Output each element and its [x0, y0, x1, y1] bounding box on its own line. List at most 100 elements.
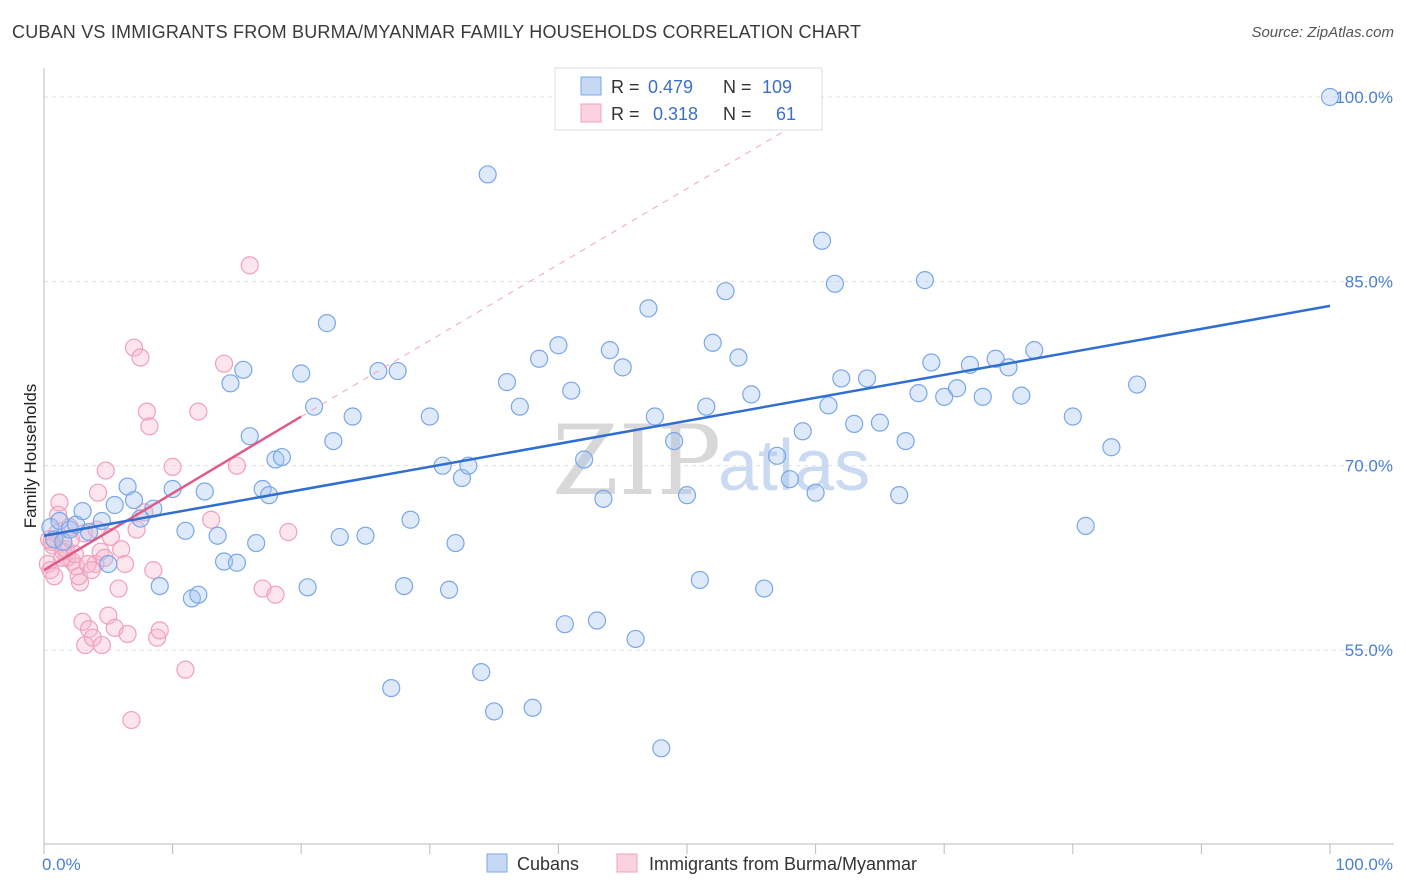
burma-point: [144, 561, 163, 580]
burma-point: [148, 628, 167, 647]
cubans-point: [105, 495, 124, 515]
cubans-point: [439, 580, 459, 599]
cubans-point: [947, 379, 967, 398]
cubans-point: [600, 341, 619, 360]
burma-point: [202, 510, 221, 529]
cubans-point: [716, 282, 735, 301]
watermark-atlas: atlas: [718, 426, 870, 506]
burma-point: [73, 612, 92, 631]
cubans-point: [247, 533, 266, 553]
legend-swatch-cubans: [580, 76, 602, 96]
cubans-point: [639, 299, 658, 318]
cubans-point: [189, 585, 208, 604]
cubans-point: [1320, 87, 1340, 107]
axes: [43, 68, 1394, 854]
cubans-point: [594, 489, 613, 508]
cubans-point: [549, 336, 568, 355]
cubans-point: [755, 579, 774, 598]
burma-point: [137, 402, 156, 421]
burma-point: [240, 256, 259, 275]
cubans-point: [510, 397, 529, 416]
burma-point: [112, 540, 131, 559]
cubans-point: [99, 554, 118, 574]
cubans-point: [530, 349, 549, 368]
cubans-point: [613, 358, 632, 377]
cubans-point: [555, 615, 574, 634]
cubans-point: [298, 578, 317, 597]
burma-point: [124, 338, 144, 357]
cubans-point: [793, 422, 812, 441]
burma-point: [82, 561, 101, 580]
bottom-legend-swatch-burma: [616, 853, 638, 873]
bottom-legend-swatch-cubans: [486, 853, 508, 873]
burma-point: [118, 624, 137, 644]
cubans-point: [896, 431, 915, 451]
cubans-point: [485, 702, 504, 721]
burma-point: [115, 554, 135, 574]
cubans-point: [890, 486, 909, 505]
cubans-point: [780, 470, 799, 489]
y-tick-labels: 55.0% 70.0% 85.0% 100.0%: [1335, 88, 1393, 660]
cubans-point: [324, 431, 343, 451]
burma-point: [127, 520, 146, 539]
cubans-point: [652, 739, 671, 758]
cubans-point: [1012, 386, 1031, 405]
burma-trend-extension: [300, 127, 791, 418]
legend-n-label-2: N =: [723, 104, 752, 124]
y-tick-label-1: 70.0%: [1345, 457, 1393, 476]
cubans-point: [1063, 407, 1082, 426]
burma-point: [140, 417, 159, 436]
cubans-point: [523, 698, 542, 717]
burma-point: [88, 483, 108, 502]
cubans-point: [626, 629, 645, 649]
x-tick-label-1: 100.0%: [1335, 855, 1393, 874]
cubans-point: [645, 407, 664, 426]
cubans-point: [742, 385, 761, 404]
cubans-point: [124, 490, 144, 510]
burma-point: [176, 660, 195, 679]
cubans-point: [73, 502, 92, 521]
cubans-point: [703, 333, 722, 352]
cubans-point: [272, 447, 292, 467]
cubans-point: [401, 510, 420, 529]
burma-point: [279, 522, 298, 542]
cubans-trend-line: [43, 304, 1331, 537]
burma-point: [96, 461, 115, 480]
cubans-point: [832, 369, 851, 388]
legend-n-value-1: 109: [762, 77, 792, 97]
cubans-point: [317, 314, 337, 333]
cubans-point: [227, 553, 246, 572]
cubans-point: [935, 387, 954, 406]
watermark: ZIP atlas: [552, 405, 870, 517]
legend-r-label-2: R =: [611, 104, 640, 124]
cubans-point: [356, 526, 375, 545]
burma-point: [45, 567, 64, 586]
cubans-point: [562, 381, 581, 400]
cubans-point: [176, 521, 195, 540]
cubans-point: [845, 414, 864, 433]
legend-n-value-2: 61: [776, 104, 796, 124]
burma-point: [79, 620, 99, 639]
y-axis-label: Family Households: [21, 384, 40, 529]
cubans-point: [1025, 341, 1044, 360]
cubans-point: [382, 678, 401, 698]
cubans-point: [497, 373, 517, 392]
cubans-point: [214, 552, 234, 571]
cubans-point: [1102, 438, 1121, 457]
cubans-point: [986, 349, 1005, 368]
cubans-point: [292, 364, 311, 383]
cubans-point: [478, 165, 497, 184]
cubans-point: [665, 431, 684, 451]
cubans-point: [221, 374, 240, 393]
burma-point: [92, 635, 111, 655]
cubans-point: [240, 427, 259, 446]
cubans-point: [343, 407, 362, 426]
bottom-legend-cubans: Cubans: [517, 854, 579, 874]
cubans-point: [420, 407, 439, 426]
burma-point: [122, 710, 141, 730]
cubans-point: [690, 570, 709, 590]
burma-point: [131, 348, 150, 367]
burma-point: [150, 621, 169, 640]
burma-point: [227, 456, 246, 475]
